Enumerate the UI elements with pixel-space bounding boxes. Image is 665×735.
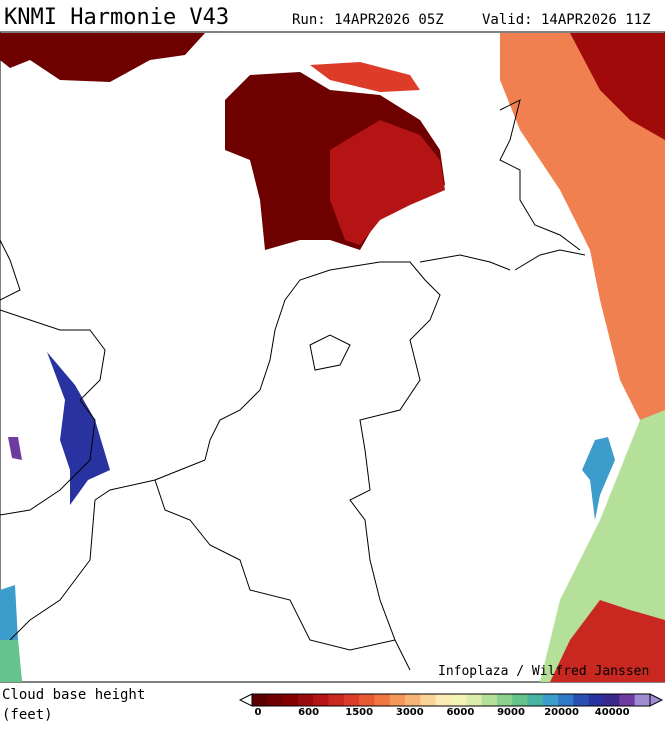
colorbar-outline bbox=[251, 693, 651, 707]
coastlines bbox=[0, 99, 586, 671]
cloud-area bbox=[330, 120, 445, 245]
cloud-area bbox=[550, 600, 665, 682]
valid-time: Valid: 14APR2026 11Z bbox=[482, 12, 651, 28]
colorbar-swatch bbox=[282, 694, 299, 706]
legend-label: (feet) bbox=[2, 707, 53, 723]
cloud-area bbox=[582, 437, 615, 520]
colorbar-swatch bbox=[343, 694, 360, 706]
colorbar-swatch bbox=[328, 694, 345, 706]
colorbar-swatch bbox=[389, 694, 406, 706]
colorbar-arrow bbox=[238, 693, 253, 707]
colorbar-swatch bbox=[527, 694, 544, 706]
cloud-area bbox=[8, 437, 22, 460]
map bbox=[0, 31, 665, 683]
colorbar-label: 40000 bbox=[595, 707, 630, 718]
colorbar-label: 1500 bbox=[345, 707, 373, 718]
cloud-area bbox=[310, 62, 420, 92]
colorbar-swatch bbox=[359, 694, 375, 706]
colorbar-label: 0 bbox=[255, 707, 262, 718]
legend-label: Cloud base height bbox=[2, 687, 145, 703]
colorbar-swatch bbox=[420, 694, 437, 706]
colorbar-label: 20000 bbox=[544, 707, 579, 718]
colorbar-swatch bbox=[435, 694, 452, 706]
cloud-area bbox=[0, 33, 205, 82]
colorbar-label: 3000 bbox=[396, 707, 424, 718]
colorbar-swatch bbox=[252, 694, 268, 706]
colorbar-swatch bbox=[542, 694, 559, 706]
colorbar-swatch bbox=[634, 694, 651, 706]
colorbar-swatch bbox=[604, 694, 620, 706]
colorbar-swatch bbox=[619, 694, 636, 706]
cloud-area bbox=[0, 640, 22, 682]
cloud-area bbox=[47, 352, 110, 505]
colorbar-swatch bbox=[374, 694, 391, 706]
colorbar-swatch bbox=[405, 694, 421, 706]
colorbar-arrow bbox=[649, 693, 664, 707]
colorbar-swatch bbox=[481, 694, 498, 706]
colorbar-label: 9000 bbox=[497, 707, 525, 718]
run-time: Run: 14APR2026 05Z bbox=[292, 12, 444, 28]
colorbar: 0 600 1500 3000 6000 9000 20000 40000 bbox=[238, 693, 664, 718]
cloud-area bbox=[570, 33, 665, 140]
title: KNMI Harmonie V43 bbox=[4, 5, 229, 30]
colorbar-swatch bbox=[573, 694, 590, 706]
colorbar-swatch bbox=[297, 694, 314, 706]
colorbar-swatch bbox=[267, 694, 284, 706]
colorbar-swatch bbox=[451, 694, 467, 706]
colorbar-swatch bbox=[313, 694, 330, 706]
colorbar-swatch bbox=[512, 694, 529, 706]
colorbar-label: 6000 bbox=[446, 707, 474, 718]
colorbar-swatch bbox=[558, 694, 574, 706]
cloud-area bbox=[500, 33, 665, 420]
colorbar-swatch bbox=[588, 694, 605, 706]
colorbar-swatch bbox=[496, 694, 513, 706]
colorbar-label: 600 bbox=[298, 707, 319, 718]
colorbar-swatch bbox=[466, 694, 483, 706]
credit: Infoplaza / Wilfred Janssen bbox=[438, 664, 649, 679]
